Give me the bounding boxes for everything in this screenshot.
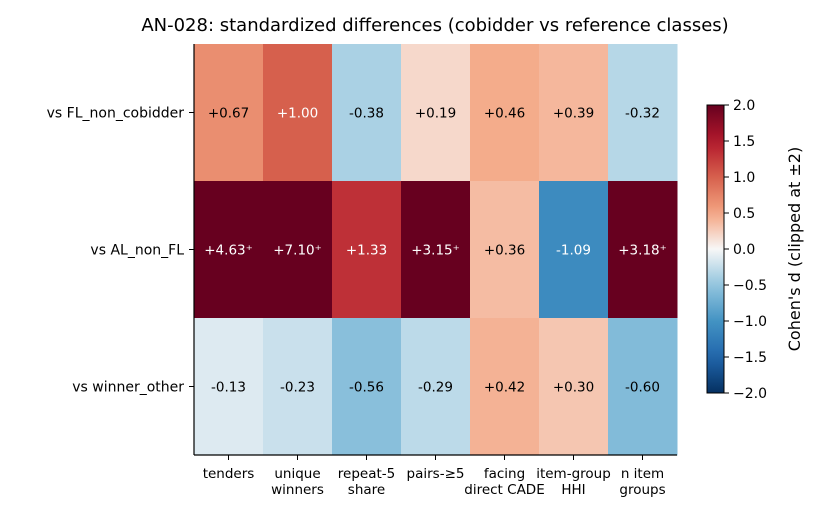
y-tick-label: vs FL_non_cobidder xyxy=(47,106,185,122)
heatmap-cell xyxy=(401,181,471,319)
cell-value-label: -0.32 xyxy=(625,106,660,122)
heatmap-cell xyxy=(332,318,402,456)
cell-value-label: +7.10⁺ xyxy=(273,243,322,259)
colorbar-tick-label: 0.5 xyxy=(733,206,755,222)
colorbar-tick-label: −1.5 xyxy=(733,350,767,366)
colorbar-tick-label: −2.0 xyxy=(733,386,767,402)
cell-value-label: +0.30 xyxy=(553,380,594,396)
cell-value-label: +3.18⁺ xyxy=(618,243,667,259)
colorbar-tick-label: −1.0 xyxy=(733,314,767,330)
heatmap-cell xyxy=(539,181,609,319)
heatmap-cells: +0.67 +1.00 -0.38 +0.19 +0.46 +0.39 -0.32 +4.63… xyxy=(194,44,678,456)
heatmap-cell xyxy=(470,181,540,319)
heatmap-cell xyxy=(401,44,471,182)
y-tick-label: vs winner_other xyxy=(72,380,184,396)
heatmap-cell xyxy=(263,318,333,456)
colorbar-tick-label: 1.0 xyxy=(733,170,755,186)
cell-value-label: +3.15⁺ xyxy=(411,243,460,259)
heatmap-cell xyxy=(539,44,609,182)
cell-value-label: +0.36 xyxy=(484,243,525,259)
x-tick-label: tenders xyxy=(203,466,255,482)
cell-value-label: -0.29 xyxy=(418,380,453,396)
chart-title: AN-028: standardized differences (cobidd… xyxy=(141,15,728,36)
x-tick-label: repeat-5 share xyxy=(338,466,395,498)
cell-value-label: +1.33 xyxy=(346,243,387,259)
cell-value-label: -0.56 xyxy=(349,380,384,396)
heatmap-cell xyxy=(608,44,678,182)
cell-value-label: -0.13 xyxy=(211,380,246,396)
cell-value-label: -0.60 xyxy=(625,380,660,396)
x-tick-label: unique winners xyxy=(271,466,324,498)
cell-value-label: +0.42 xyxy=(484,380,525,396)
cell-value-label: +4.63⁺ xyxy=(204,243,253,259)
heatmap-cell xyxy=(194,44,264,182)
x-tick-label: n item groups xyxy=(619,466,665,498)
x-tick-label: item-group HHI xyxy=(536,466,611,498)
colorbar: 2.0 1.5 1.0 0.5 0.0 −0.5 −1.0 −1.5 −2.0 Cohen's d… xyxy=(706,98,804,402)
cell-value-label: +0.46 xyxy=(484,106,525,122)
y-tick-label: vs AL_non_FL xyxy=(90,243,184,259)
cell-value-label: -0.23 xyxy=(280,380,315,396)
x-tick-label: pairs-≥5 xyxy=(407,466,465,482)
colorbar-label: Cohen's d (clipped at ±2) xyxy=(785,147,804,351)
cell-value-label: -0.38 xyxy=(349,106,384,122)
heatmap-cell xyxy=(194,181,264,319)
colorbar-tick-label: 1.5 xyxy=(733,134,755,150)
heatmap-cell xyxy=(608,318,678,456)
colorbar-tick-label: 2.0 xyxy=(733,98,755,114)
heatmap-cell xyxy=(263,44,333,182)
cell-value-label: +1.00 xyxy=(277,106,318,122)
colorbar-tick-label: 0.0 xyxy=(733,242,755,258)
cell-value-label: +0.67 xyxy=(208,106,249,122)
heatmap-cell xyxy=(332,181,402,319)
colorbar-tick-label: −0.5 xyxy=(733,278,767,294)
heatmap-cell xyxy=(470,44,540,182)
cell-value-label: +0.19 xyxy=(415,106,456,122)
heatmap-cell xyxy=(539,318,609,456)
cell-value-label: -1.09 xyxy=(556,243,591,259)
x-tick-label: facing direct CADE xyxy=(464,466,544,498)
heatmap-cell xyxy=(332,44,402,182)
heatmap-cell xyxy=(608,181,678,319)
cell-value-label: +0.39 xyxy=(553,106,594,122)
colorbar-gradient xyxy=(706,104,725,394)
heatmap-cell xyxy=(401,318,471,456)
heatmap-cell xyxy=(194,318,264,456)
heatmap-cell xyxy=(263,181,333,319)
heatmap-cell xyxy=(470,318,540,456)
